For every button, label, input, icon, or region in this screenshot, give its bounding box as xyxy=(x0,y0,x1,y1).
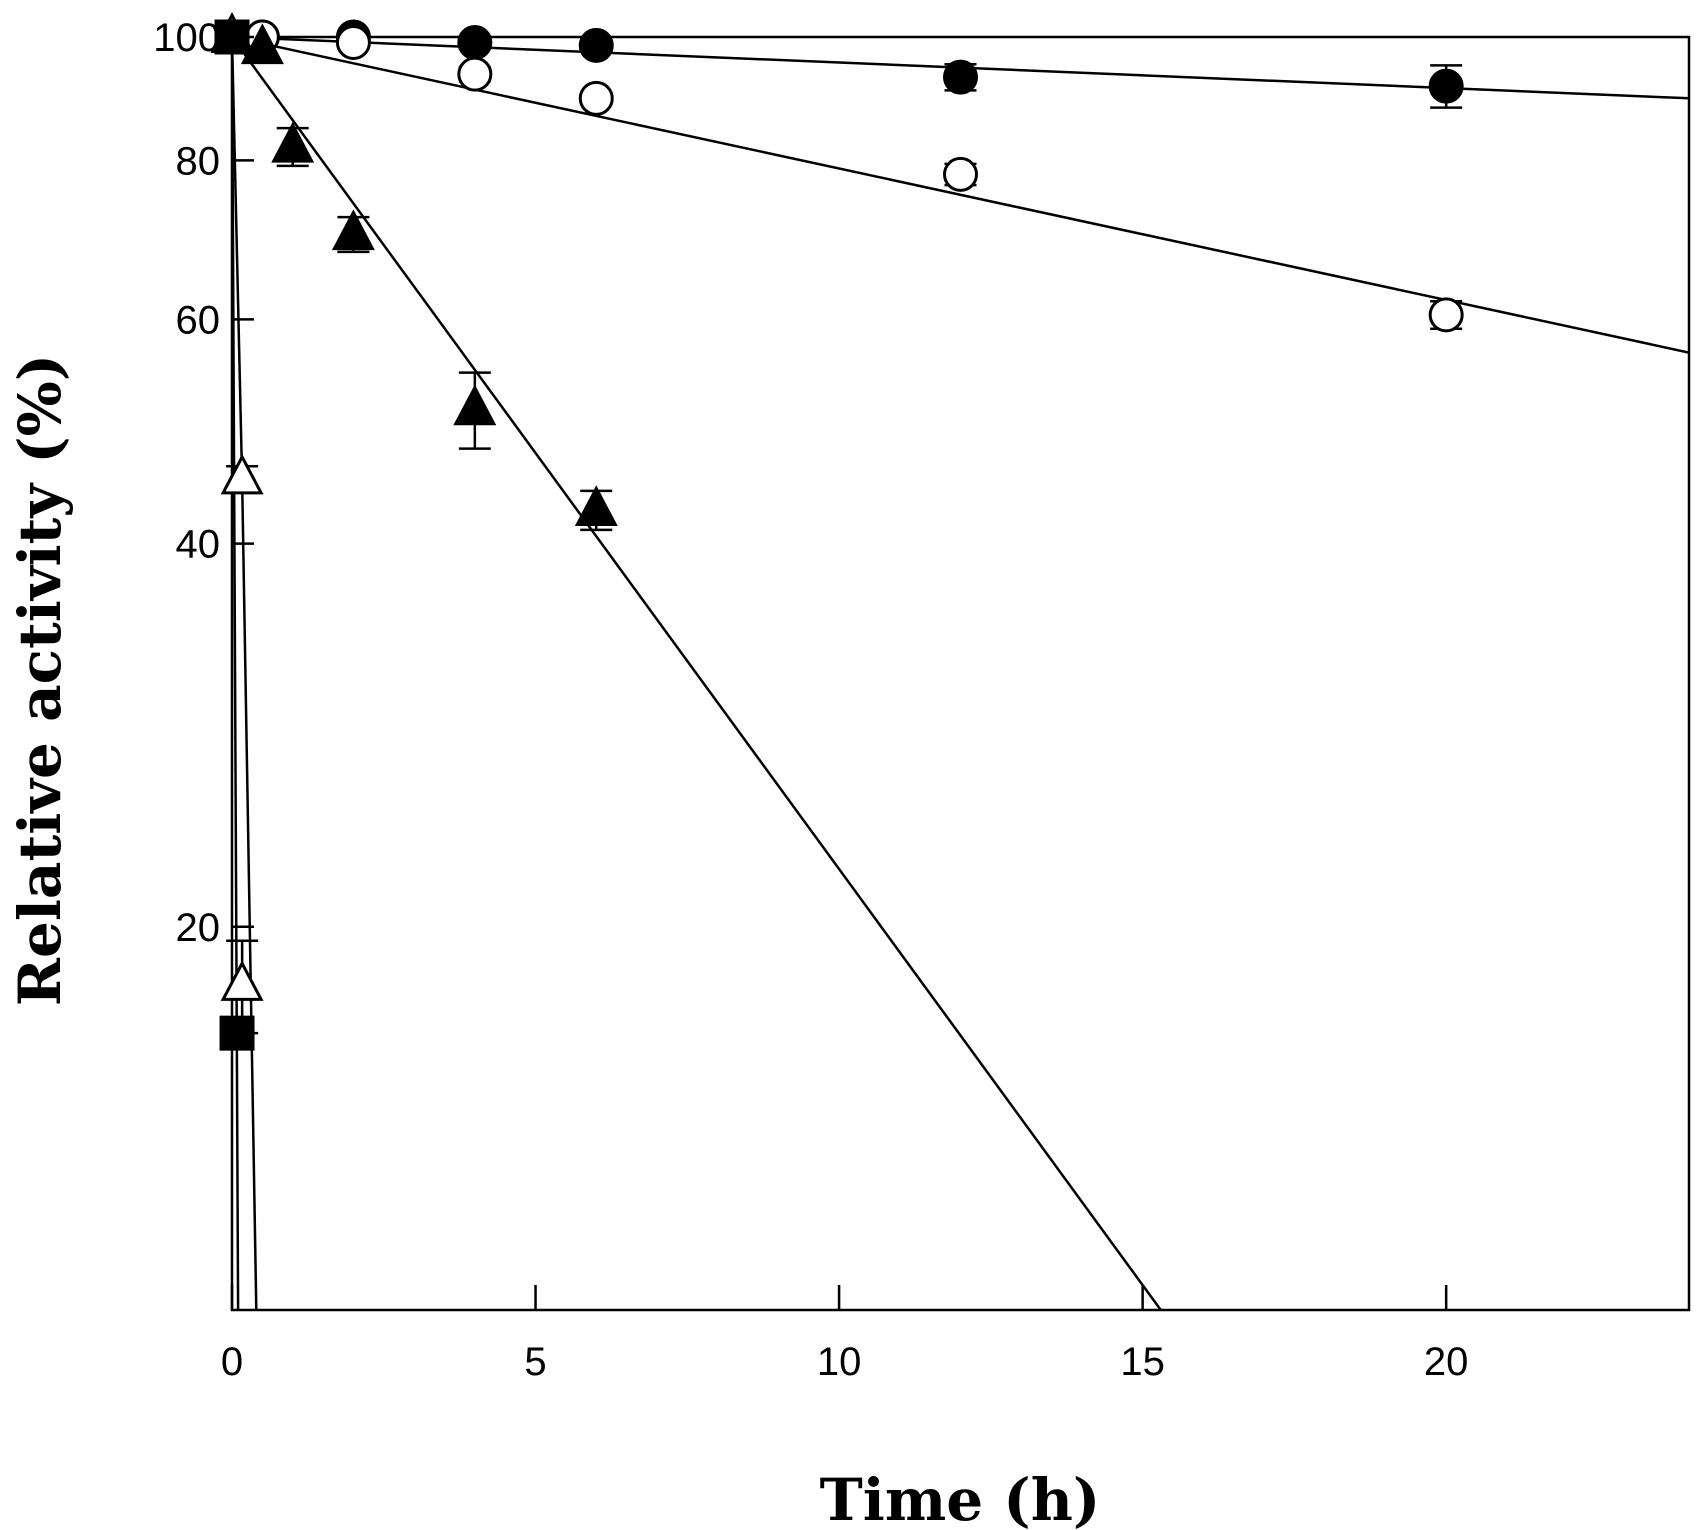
x-tick-label: 5 xyxy=(524,1340,546,1384)
data-point-circle xyxy=(335,25,371,61)
data-point-circle xyxy=(457,56,493,92)
x-tick-label: 0 xyxy=(221,1340,243,1384)
x-axis-ticks: 0 5 10 15 20 xyxy=(221,1285,1469,1384)
data-point-triangle xyxy=(453,384,497,426)
data-point-circle xyxy=(943,59,978,95)
data-point-triangle xyxy=(220,453,264,495)
data-point-circle xyxy=(1428,297,1464,333)
x-axis-title: Time (h) xyxy=(820,1466,1101,1530)
data-point-triangle xyxy=(574,485,618,526)
data-point-circle xyxy=(578,27,614,63)
y-axis-title: Relative activity (%) xyxy=(6,354,74,1006)
y-axis-ticks: 20 40 60 80 100 xyxy=(153,16,254,950)
fit-line xyxy=(232,37,1162,1310)
data-point-circle xyxy=(943,156,978,192)
fit-line xyxy=(232,37,240,1310)
data-point-triangle xyxy=(331,209,375,251)
data-point-circle xyxy=(1428,68,1464,104)
data-point-triangle xyxy=(271,121,315,163)
y-tick-label: 100 xyxy=(153,16,220,60)
data-point-square xyxy=(219,1015,255,1051)
data-point-circle xyxy=(457,25,493,61)
y-tick-label: 80 xyxy=(176,139,221,183)
x-tick-label: 15 xyxy=(1120,1340,1165,1384)
data-point-triangle xyxy=(240,23,284,65)
data-point-circle xyxy=(578,80,614,116)
data-point-triangle xyxy=(220,960,264,1001)
data-markers xyxy=(210,12,1464,1051)
y-tick-label: 60 xyxy=(176,298,221,342)
x-tick-label: 10 xyxy=(817,1340,862,1384)
y-tick-label: 40 xyxy=(176,523,221,567)
x-tick-label: 20 xyxy=(1424,1340,1469,1384)
plot-frame xyxy=(230,35,1691,1312)
y-tick-label: 20 xyxy=(176,906,221,950)
